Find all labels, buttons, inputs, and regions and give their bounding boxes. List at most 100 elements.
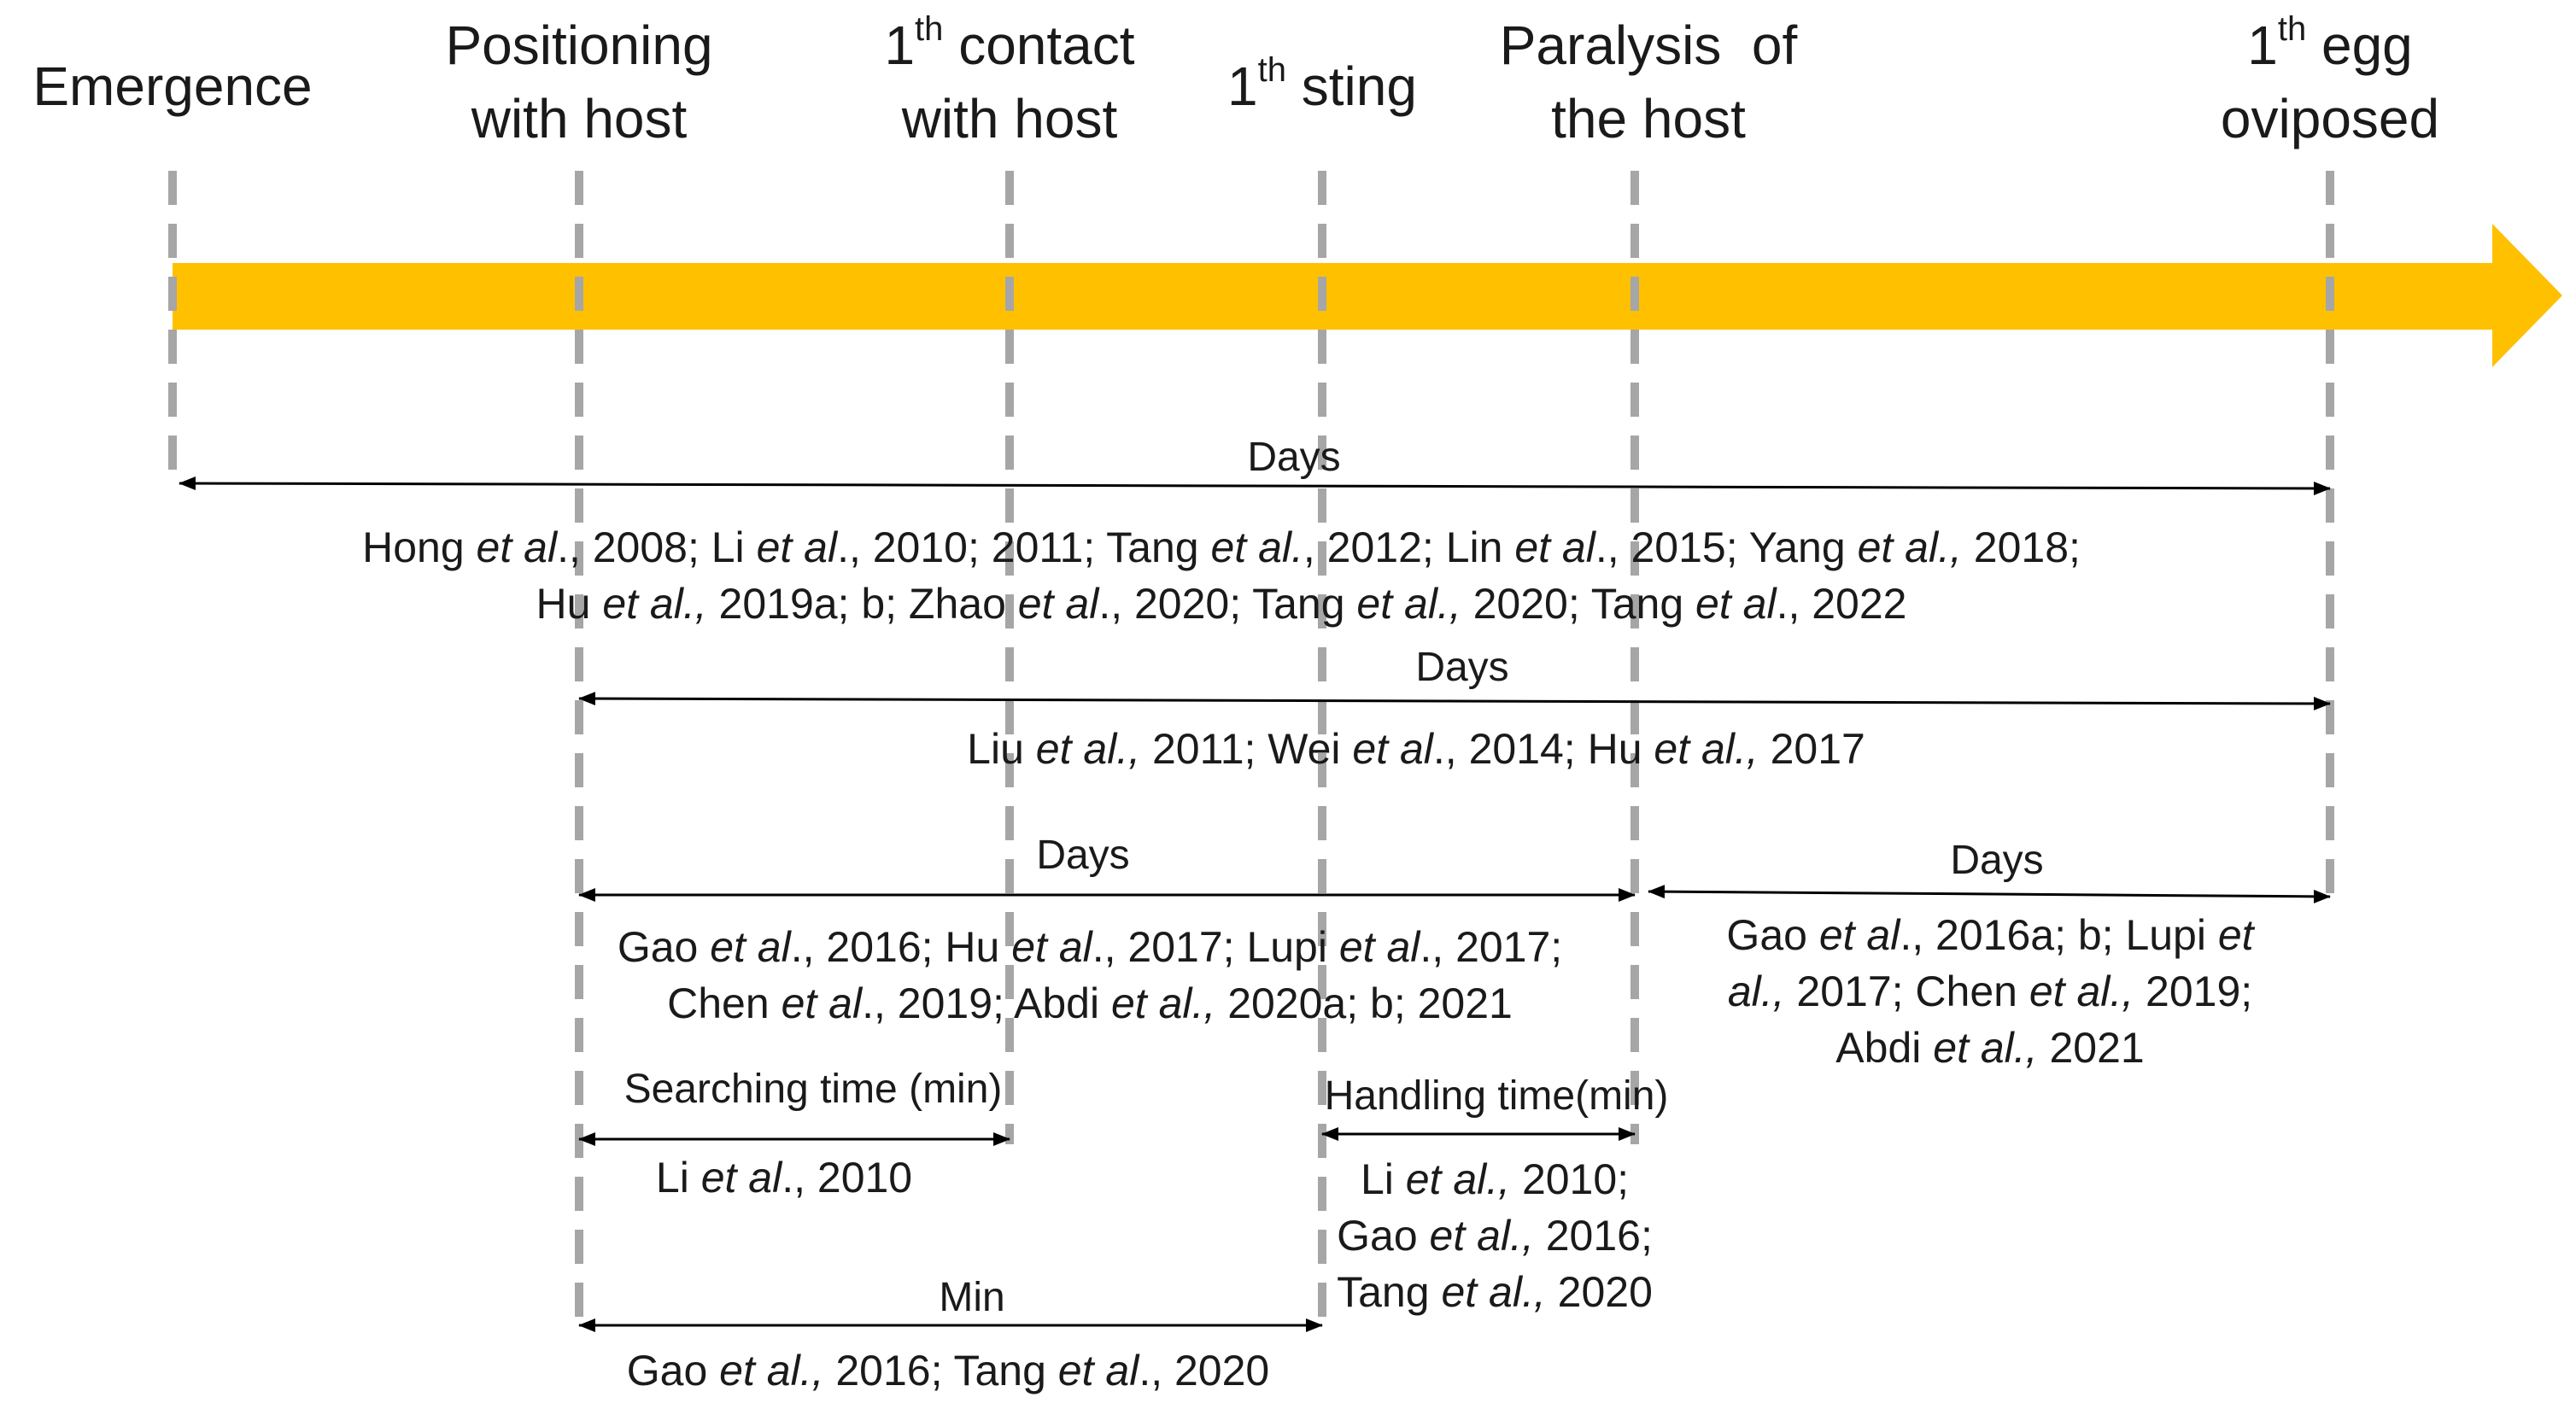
stage-label-line: with host	[445, 82, 712, 155]
reference-text: ., 2008; Li	[557, 523, 757, 571]
reference-text: Liu	[967, 725, 1036, 773]
reference-text: 2020; Tang	[1461, 580, 1696, 628]
reference-text: ., 2014; Hu	[1432, 725, 1654, 773]
stage-label-first-egg: 1th egg oviposed	[2221, 9, 2439, 155]
span-label-paralysis-to-egg: Days	[1950, 838, 2044, 883]
reference-text: , 2012; Lin	[1303, 523, 1515, 571]
reference-text: 2021	[2037, 1024, 2145, 1072]
reference-et-al: et al	[710, 923, 791, 971]
reference-text: 2010;	[1510, 1155, 1630, 1203]
reference-et-al: et al	[1352, 725, 1433, 773]
reference-text: ., 2010; 2011; Tang	[837, 523, 1211, 571]
reference-line: al., 2017; Chen et al., 2019;	[1726, 963, 2253, 1020]
reference-et-al: et al.,	[1441, 1268, 1546, 1316]
reference-line: Hu et al., 2019a; b; Zhao et al ., 2020; …	[362, 576, 2081, 632]
span-arrow-emergence-to-egg	[179, 476, 2331, 495]
stage-label-text: oviposed	[2220, 88, 2440, 149]
stage-label-line: 1th sting	[1227, 50, 1417, 123]
stage-label-line: Positioning	[445, 9, 712, 82]
reference-et-al: et al.,	[1857, 523, 1962, 571]
reference-text: Hong	[362, 523, 477, 571]
stage-label-text: contact	[943, 15, 1135, 76]
stage-label-text: egg	[2306, 15, 2413, 76]
span-label-emergence-to-egg: Days	[1247, 435, 1341, 480]
reference-et-al: al.,	[1727, 968, 1785, 1015]
ordinal-suffix: th	[915, 9, 944, 48]
reference-et-al: et al	[1695, 580, 1777, 628]
stage-label-paralysis: Paralysis of the host	[1500, 9, 1798, 155]
reference-line: Tang et al., 2020	[1337, 1264, 1653, 1320]
reference-et-al: et al.,	[1654, 725, 1759, 773]
span-label-positioning-to-sting: Min	[939, 1275, 1005, 1320]
reference-text: Chen	[667, 979, 782, 1027]
reference-line: Gao et al., 2016a; b; Lupi et	[1726, 907, 2253, 963]
reference-text: Gao	[617, 923, 711, 971]
reference-text: Hu	[536, 580, 603, 628]
span-label-positioning-to-paralysis: Days	[1036, 833, 1130, 878]
reference-line: Li et al., 2010;	[1337, 1151, 1653, 1207]
stage-label-positioning: Positioning with host	[445, 9, 712, 155]
reference-line: Liu et al., 2011; Wei et al., 2014; Hu e…	[967, 721, 1865, 777]
references-positioning-to-egg: Liu et al., 2011; Wei et al., 2014; Hu e…	[967, 721, 1865, 777]
reference-et-al: et al	[1818, 911, 1900, 959]
references-searching-time: Li et al., 2010	[656, 1149, 912, 1206]
span-arrow-positioning-to-egg	[578, 692, 2331, 710]
stage-label-line: Emergence	[32, 50, 312, 123]
reference-text: ., 2017;	[1420, 923, 1563, 971]
reference-text: 2017; Chen	[1784, 968, 2029, 1015]
stage-label-text: the host	[1551, 88, 1746, 149]
reference-line: Gao et al., 2016;	[1337, 1207, 1653, 1264]
span-label-searching-time: Searching time (min)	[624, 1067, 1003, 1112]
stage-label-line: Paralysis of	[1500, 9, 1798, 82]
ordinal-suffix: th	[2277, 9, 2307, 48]
reference-text: Tang	[1337, 1268, 1442, 1316]
reference-et-al: et al.,	[1429, 1212, 1534, 1260]
reference-text: 2017	[1758, 725, 1865, 773]
reference-et-al: et al	[1514, 523, 1595, 571]
reference-et-al: et al.,	[1933, 1024, 2038, 1072]
stage-label-line: oviposed	[2221, 82, 2439, 155]
reference-line: Chen et al., 2019; Abdi et al., 2020a; b…	[618, 975, 1562, 1032]
references-handling-time: Li et al., 2010; Gao et al., 2016; Tang et…	[1337, 1151, 1653, 1320]
reference-et-al: et al	[700, 1154, 782, 1201]
reference-et-al: et al	[1338, 923, 1420, 971]
reference-text: Gao	[626, 1347, 720, 1394]
stage-label-emergence: Emergence	[32, 50, 312, 123]
stage-label-text: Paralysis of	[1499, 15, 1798, 76]
reference-text: 2019a; b; Zhao	[706, 580, 1018, 628]
stage-label-first-sting: 1th sting	[1227, 50, 1417, 123]
reference-et-al: et al.,	[1111, 979, 1216, 1027]
references-positioning-to-paralysis: Gao et al., 2016; Hu et al., 2017; Lupi …	[618, 919, 1562, 1032]
reference-line: Gao et al., 2016; Hu et al., 2017; Lupi …	[618, 919, 1562, 975]
reference-et-al: et al	[1057, 1347, 1139, 1394]
reference-text: ., 2019; Abdi	[862, 979, 1111, 1027]
span-label-handling-time: Handling time(min)	[1324, 1073, 1669, 1119]
reference-et-al: et al.	[1210, 523, 1303, 571]
reference-et-al: et al	[476, 523, 558, 571]
stage-label-line: 1th egg	[2221, 9, 2439, 82]
reference-et-al: et al.,	[1035, 725, 1141, 773]
reference-text: ., 2016; Hu	[790, 923, 1012, 971]
reference-et-al: et al.,	[719, 1347, 824, 1394]
reference-text: 2019;	[2134, 968, 2253, 1015]
reference-line: Hong et al., 2008; Li et al., 2010; 2011…	[362, 519, 2081, 576]
reference-et-al: et al	[781, 979, 863, 1027]
reference-et-al: et al	[756, 523, 838, 571]
reference-et-al: et al.,	[1356, 580, 1461, 628]
reference-text: ., 2022	[1776, 580, 1907, 628]
reference-text: ., 2020; Tang	[1098, 580, 1357, 628]
reference-text: 2020	[1545, 1268, 1653, 1316]
reference-text: ., 2015; Yang	[1595, 523, 1858, 571]
reference-text: ., 2020	[1139, 1347, 1270, 1394]
span-label-positioning-to-egg: Days	[1415, 645, 1509, 690]
stage-label-first-contact: 1th contact with host	[884, 9, 1134, 155]
reference-text: Gao	[1337, 1212, 1430, 1260]
reference-et-al: et al	[1011, 923, 1092, 971]
stage-label-text: Emergence	[32, 56, 313, 117]
reference-text: 2018;	[1961, 523, 2081, 571]
reference-text: 2016;	[1533, 1212, 1653, 1260]
reference-text: 2011; Wei	[1140, 725, 1353, 773]
span-arrow-paralysis-to-egg	[1648, 885, 2331, 903]
